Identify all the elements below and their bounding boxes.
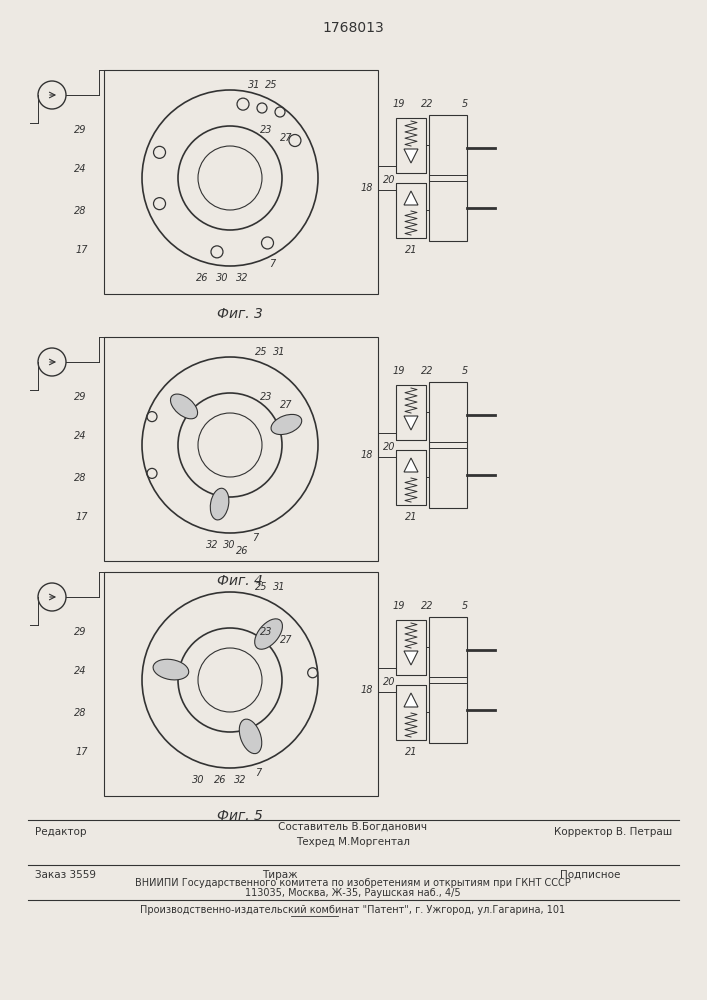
Text: 30: 30 [223, 540, 235, 550]
Text: 5: 5 [462, 366, 468, 376]
Text: 18: 18 [361, 183, 373, 193]
Text: 32: 32 [206, 540, 218, 550]
Text: 23: 23 [260, 392, 272, 402]
Text: 26: 26 [196, 273, 209, 283]
Text: 27: 27 [280, 635, 293, 645]
Text: Производственно-издательский комбинат "Патент", г. Ужгород, ул.Гагарина, 101: Производственно-издательский комбинат "П… [141, 905, 566, 915]
Bar [429, 382, 467, 508]
Text: 19: 19 [393, 99, 406, 109]
Text: Подписное: Подписное [560, 870, 620, 880]
Bar [396, 685, 426, 740]
Text: 21: 21 [404, 747, 417, 757]
Ellipse shape [210, 488, 229, 520]
Text: 22: 22 [421, 601, 433, 611]
Text: 31: 31 [248, 80, 260, 90]
Text: 32: 32 [234, 775, 246, 785]
Text: 19: 19 [393, 601, 406, 611]
Text: Заказ 3559: Заказ 3559 [35, 870, 96, 880]
Ellipse shape [239, 719, 262, 754]
Text: ВНИИПИ Государственного комитета по изобретениям и открытиям при ГКНТ СССР: ВНИИПИ Государственного комитета по изоб… [135, 878, 571, 888]
Text: 19: 19 [393, 366, 406, 376]
Ellipse shape [255, 619, 282, 649]
Text: 23: 23 [260, 627, 272, 637]
Text: 21: 21 [404, 245, 417, 255]
Text: 26: 26 [235, 546, 248, 556]
Text: Составитель В.Богданович: Составитель В.Богданович [279, 822, 428, 832]
Text: 30: 30 [192, 775, 204, 785]
Text: 29: 29 [74, 125, 86, 135]
Text: 18: 18 [361, 685, 373, 695]
Text: Фиг. 5: Фиг. 5 [217, 809, 263, 823]
Text: 21: 21 [404, 512, 417, 522]
Text: 27: 27 [280, 133, 293, 143]
Ellipse shape [153, 659, 189, 680]
Polygon shape [404, 191, 418, 205]
Text: 20: 20 [383, 175, 395, 185]
Text: 30: 30 [216, 273, 228, 283]
Text: Фиг. 3: Фиг. 3 [217, 307, 263, 321]
Text: 17: 17 [76, 245, 88, 255]
Text: Техред М.Моргентал: Техред М.Моргентал [296, 837, 410, 847]
Text: Тираж: Тираж [262, 870, 298, 880]
Text: 20: 20 [383, 677, 395, 687]
Ellipse shape [271, 414, 302, 435]
Ellipse shape [170, 394, 197, 419]
Text: 1768013: 1768013 [322, 21, 384, 35]
Text: 24: 24 [74, 431, 86, 441]
Text: 26: 26 [214, 775, 226, 785]
Text: 17: 17 [76, 747, 88, 757]
Text: 24: 24 [74, 666, 86, 676]
Polygon shape [404, 416, 418, 430]
Text: 20: 20 [383, 442, 395, 452]
Text: 7: 7 [252, 533, 258, 543]
Text: 22: 22 [421, 99, 433, 109]
Bar [104, 572, 378, 796]
Text: 27: 27 [280, 400, 293, 410]
Text: 24: 24 [74, 164, 86, 174]
Text: 28: 28 [74, 708, 86, 718]
Bar [396, 620, 426, 675]
Text: 31: 31 [273, 347, 286, 357]
Text: 18: 18 [361, 450, 373, 460]
Text: 7: 7 [255, 768, 261, 778]
Bar [104, 70, 378, 294]
Polygon shape [404, 693, 418, 707]
Text: 113035, Москва, Ж-35, Раушская наб., 4/5: 113035, Москва, Ж-35, Раушская наб., 4/5 [245, 888, 461, 898]
Text: 25: 25 [255, 582, 267, 592]
Text: 32: 32 [235, 273, 248, 283]
Text: 29: 29 [74, 627, 86, 637]
Polygon shape [404, 458, 418, 472]
Polygon shape [404, 651, 418, 665]
Bar [396, 118, 426, 173]
Text: 25: 25 [265, 80, 278, 90]
Bar [429, 617, 467, 743]
Text: 22: 22 [421, 366, 433, 376]
Text: Редактор: Редактор [35, 827, 86, 837]
Text: 25: 25 [255, 347, 267, 357]
Bar [396, 183, 426, 238]
Text: 7: 7 [269, 259, 275, 269]
Bar [429, 115, 467, 241]
Text: Корректор В. Петраш: Корректор В. Петраш [554, 827, 672, 837]
Bar [104, 337, 378, 561]
Bar [396, 385, 426, 440]
Text: 28: 28 [74, 206, 86, 216]
Text: 17: 17 [76, 512, 88, 522]
Text: 29: 29 [74, 392, 86, 402]
Text: 5: 5 [462, 601, 468, 611]
Text: 5: 5 [462, 99, 468, 109]
Text: 23: 23 [260, 125, 272, 135]
Text: Фиг. 4: Фиг. 4 [217, 574, 263, 588]
Text: 31: 31 [273, 582, 286, 592]
Bar [396, 450, 426, 505]
Polygon shape [404, 149, 418, 163]
Text: 28: 28 [74, 473, 86, 483]
